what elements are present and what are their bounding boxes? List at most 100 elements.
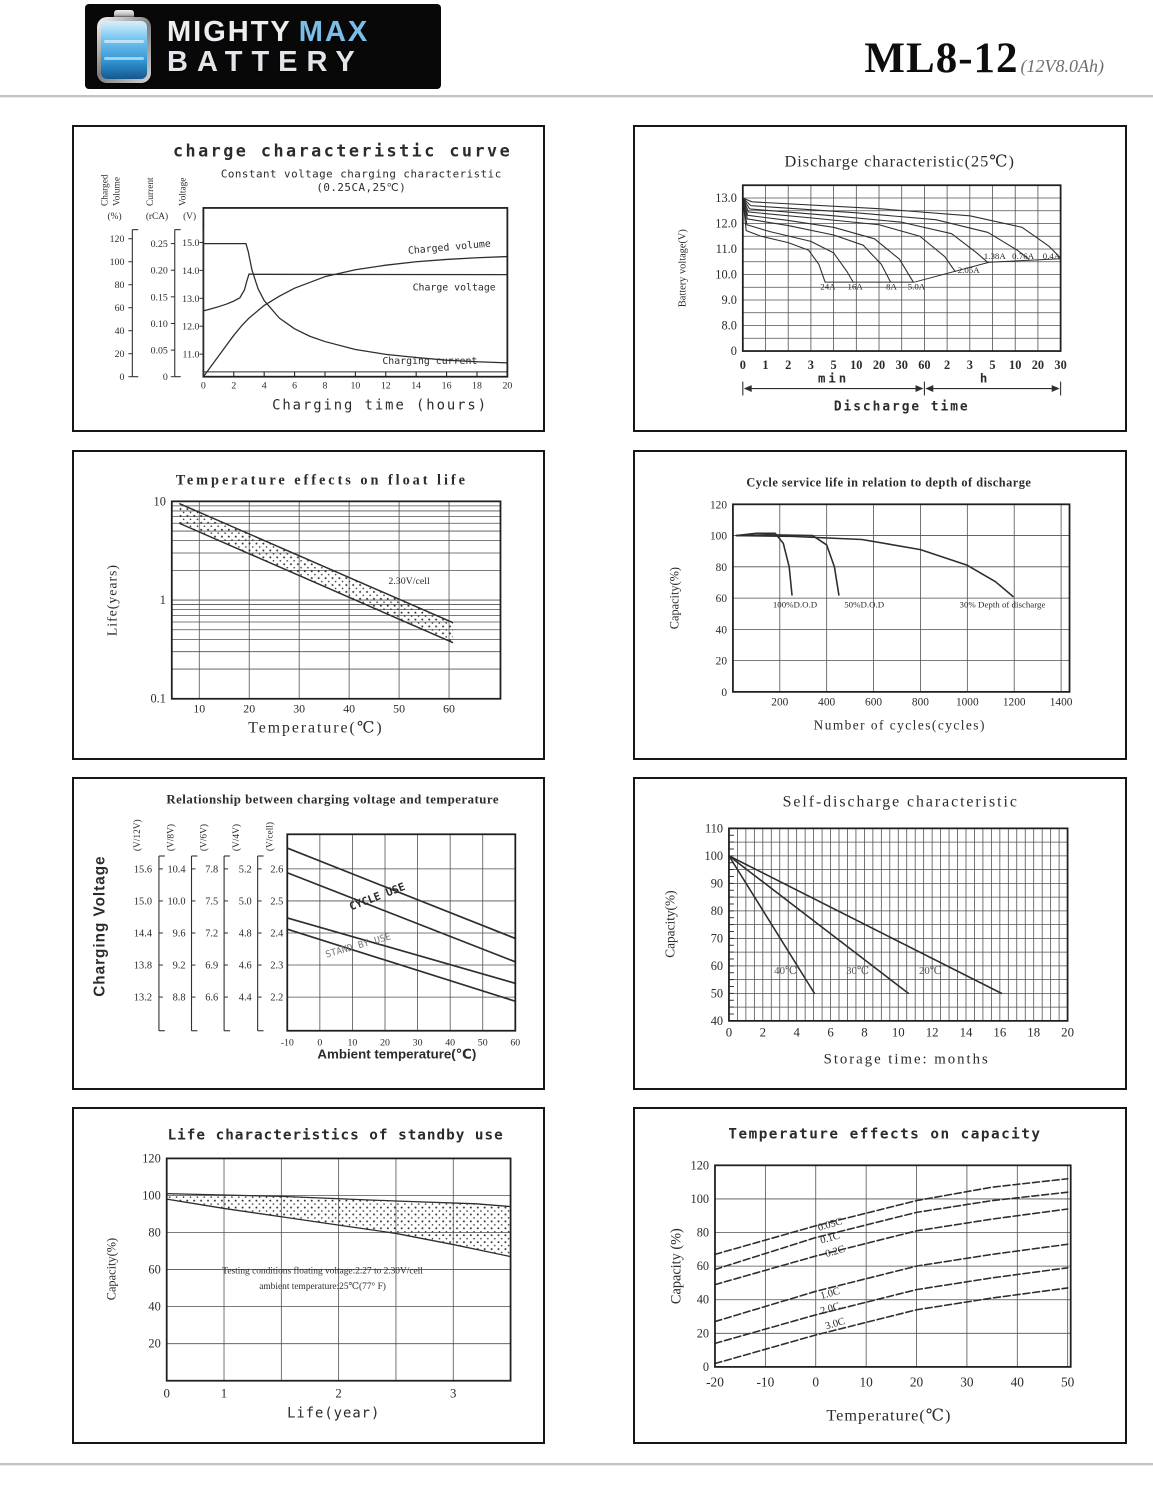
svg-text:3.0C: 3.0C bbox=[824, 1316, 846, 1332]
logo-word-mighty: MIGHTY bbox=[167, 15, 292, 48]
svg-text:5.0A: 5.0A bbox=[908, 281, 926, 291]
svg-text:0.2C: 0.2C bbox=[824, 1244, 846, 1260]
chart-panel-float-life: 10 20 30 40 50 60 10 1 0.1 2.30V/cell Temperature(… bbox=[72, 450, 545, 760]
svg-text:Capacity(%): Capacity(%) bbox=[104, 1238, 118, 1300]
svg-text:8.8: 8.8 bbox=[173, 993, 186, 1004]
svg-text:2.05A: 2.05A bbox=[958, 265, 981, 275]
svg-text:20: 20 bbox=[380, 1038, 390, 1049]
svg-text:0: 0 bbox=[317, 1038, 322, 1049]
svg-text:20: 20 bbox=[502, 381, 512, 392]
divider-top bbox=[0, 95, 1153, 98]
svg-text:Capacity (%): Capacity (%) bbox=[668, 1228, 684, 1304]
svg-text:5.2: 5.2 bbox=[239, 864, 252, 875]
svg-text:100%D.O.D: 100%D.O.D bbox=[773, 599, 818, 609]
svg-text:24A: 24A bbox=[820, 281, 836, 291]
svg-text:60: 60 bbox=[115, 303, 125, 314]
chart-canvas-discharge-characteristic: 0 1 2 3 5 10 20 30 60 2 3 5 10 20 30 13.0 12.0 11.0 10.0 9.… bbox=[678, 151, 1067, 414]
svg-text:120: 120 bbox=[110, 234, 125, 245]
svg-text:0.76A: 0.76A bbox=[1012, 251, 1035, 261]
battery-stripe-icon bbox=[104, 39, 144, 43]
svg-text:120: 120 bbox=[142, 1151, 161, 1165]
model-title: ML8-12 (12V8.0Ah) bbox=[864, 34, 1104, 83]
svg-text:Charging Voltage: Charging Voltage bbox=[92, 855, 109, 996]
svg-text:Capacity(%): Capacity(%) bbox=[668, 567, 682, 629]
svg-text:20: 20 bbox=[716, 656, 728, 668]
svg-text:(V/6V): (V/6V) bbox=[198, 824, 209, 851]
svg-text:18: 18 bbox=[472, 381, 482, 392]
svg-text:50: 50 bbox=[1061, 1375, 1075, 1390]
svg-text:12.0: 12.0 bbox=[715, 216, 737, 230]
svg-text:20: 20 bbox=[1032, 358, 1044, 372]
svg-text:Voltage: Voltage bbox=[179, 178, 189, 206]
svg-text:400: 400 bbox=[818, 697, 835, 709]
svg-text:14.4: 14.4 bbox=[134, 928, 153, 939]
chart-canvas-charging-voltage-temperature: -10 0 10 20 30 40 50 60 15.6 15.0 14.4 13.8 13.2 (V/1… bbox=[92, 793, 521, 1062]
svg-text:13.0: 13.0 bbox=[715, 191, 737, 205]
svg-text:-10: -10 bbox=[281, 1038, 294, 1049]
svg-text:60: 60 bbox=[443, 702, 455, 716]
svg-text:(V/12V): (V/12V) bbox=[132, 819, 143, 851]
svg-text:(rCA): (rCA) bbox=[146, 211, 168, 222]
svg-text:Storage time: months: Storage time: months bbox=[824, 1051, 990, 1067]
svg-text:600: 600 bbox=[865, 697, 882, 709]
svg-text:40℃: 40℃ bbox=[774, 965, 797, 977]
svg-text:Temperature effects on capacit: Temperature effects on capacity bbox=[728, 1127, 1041, 1143]
svg-text:Ambient temperature(℃): Ambient temperature(℃) bbox=[317, 1046, 476, 1061]
svg-text:4.6: 4.6 bbox=[239, 960, 252, 971]
svg-text:Number of cycles(cycles): Number of cycles(cycles) bbox=[814, 717, 986, 732]
svg-text:Life(years): Life(years) bbox=[105, 564, 121, 636]
svg-text:Charging time (hours): Charging time (hours) bbox=[272, 397, 488, 413]
chart-panel-self-discharge: 0 2 4 6 8 10 12 14 16 18 20 40 50 60 70 80 90 100 110 40℃ 30… bbox=[633, 777, 1127, 1090]
svg-text:Capacity(%): Capacity(%) bbox=[663, 890, 678, 957]
svg-text:Current: Current bbox=[146, 177, 156, 206]
svg-text:100: 100 bbox=[705, 849, 724, 863]
chart-panel-charging-voltage-temperature: -10 0 10 20 30 40 50 60 15.6 15.0 14.4 13.8 13.2 (V/1… bbox=[72, 777, 545, 1090]
svg-text:3: 3 bbox=[967, 358, 973, 372]
chart-canvas-cycle-life: 200 400 600 800 1000 1200 1400 0 20 40 60 80 100 120 1… bbox=[668, 476, 1073, 733]
svg-text:11.0: 11.0 bbox=[716, 242, 737, 256]
svg-text:13.8: 13.8 bbox=[134, 960, 152, 971]
svg-text:0: 0 bbox=[163, 1387, 169, 1401]
svg-text:-20: -20 bbox=[706, 1375, 724, 1390]
svg-text:60: 60 bbox=[697, 1259, 709, 1273]
svg-text:6.9: 6.9 bbox=[205, 960, 218, 971]
chart-panel-temperature-capacity: -20 -10 0 10 20 30 40 50 0 20 40 60 80 100 120 0.05C 0.1… bbox=[633, 1107, 1127, 1444]
svg-text:80: 80 bbox=[716, 562, 728, 574]
svg-text:Discharge characteristic(25℃): Discharge characteristic(25℃) bbox=[785, 151, 1015, 170]
svg-text:Battery voltage(V): Battery voltage(V) bbox=[678, 229, 689, 307]
svg-text:30: 30 bbox=[896, 358, 908, 372]
svg-text:0: 0 bbox=[726, 1026, 732, 1040]
svg-text:4: 4 bbox=[793, 1026, 800, 1040]
svg-text:100: 100 bbox=[142, 1188, 161, 1202]
svg-text:40: 40 bbox=[1011, 1375, 1025, 1390]
svg-text:9.2: 9.2 bbox=[173, 960, 186, 971]
svg-text:Temperature(℃): Temperature(℃) bbox=[248, 719, 383, 736]
svg-text:Life(year): Life(year) bbox=[287, 1405, 380, 1421]
svg-text:(0.25CA,25℃): (0.25CA,25℃) bbox=[316, 181, 406, 194]
svg-text:2: 2 bbox=[231, 381, 236, 392]
svg-text:40: 40 bbox=[148, 1300, 160, 1314]
svg-text:40: 40 bbox=[711, 1014, 723, 1028]
svg-text:10: 10 bbox=[859, 1375, 873, 1390]
svg-text:30: 30 bbox=[1054, 358, 1066, 372]
svg-text:13.2: 13.2 bbox=[134, 993, 152, 1004]
chart-canvas-standby-life: 0 1 2 3 20 40 60 80 100 120 Testing conditions flo… bbox=[104, 1128, 512, 1421]
svg-text:15.0: 15.0 bbox=[134, 896, 152, 907]
svg-text:5: 5 bbox=[831, 358, 837, 372]
svg-text:120: 120 bbox=[691, 1158, 710, 1172]
svg-text:10: 10 bbox=[892, 1026, 905, 1040]
svg-text:13.0: 13.0 bbox=[182, 294, 199, 305]
svg-text:Relationship between charging: Relationship between charging voltage an… bbox=[166, 793, 499, 807]
svg-text:20: 20 bbox=[1061, 1026, 1074, 1040]
svg-text:2.30V/cell: 2.30V/cell bbox=[388, 576, 430, 587]
svg-text:2: 2 bbox=[335, 1387, 341, 1401]
svg-text:2.0C: 2.0C bbox=[819, 1301, 841, 1317]
svg-text:30℃: 30℃ bbox=[846, 965, 869, 977]
svg-text:10: 10 bbox=[1009, 358, 1021, 372]
svg-text:20: 20 bbox=[115, 349, 125, 360]
svg-text:18: 18 bbox=[1027, 1026, 1040, 1040]
svg-text:charge characteristic curve: charge characteristic curve bbox=[173, 141, 512, 161]
svg-text:Constant voltage charging char: Constant voltage charging characteristic bbox=[221, 167, 502, 180]
svg-text:12: 12 bbox=[381, 381, 391, 392]
svg-text:0: 0 bbox=[703, 1360, 709, 1374]
